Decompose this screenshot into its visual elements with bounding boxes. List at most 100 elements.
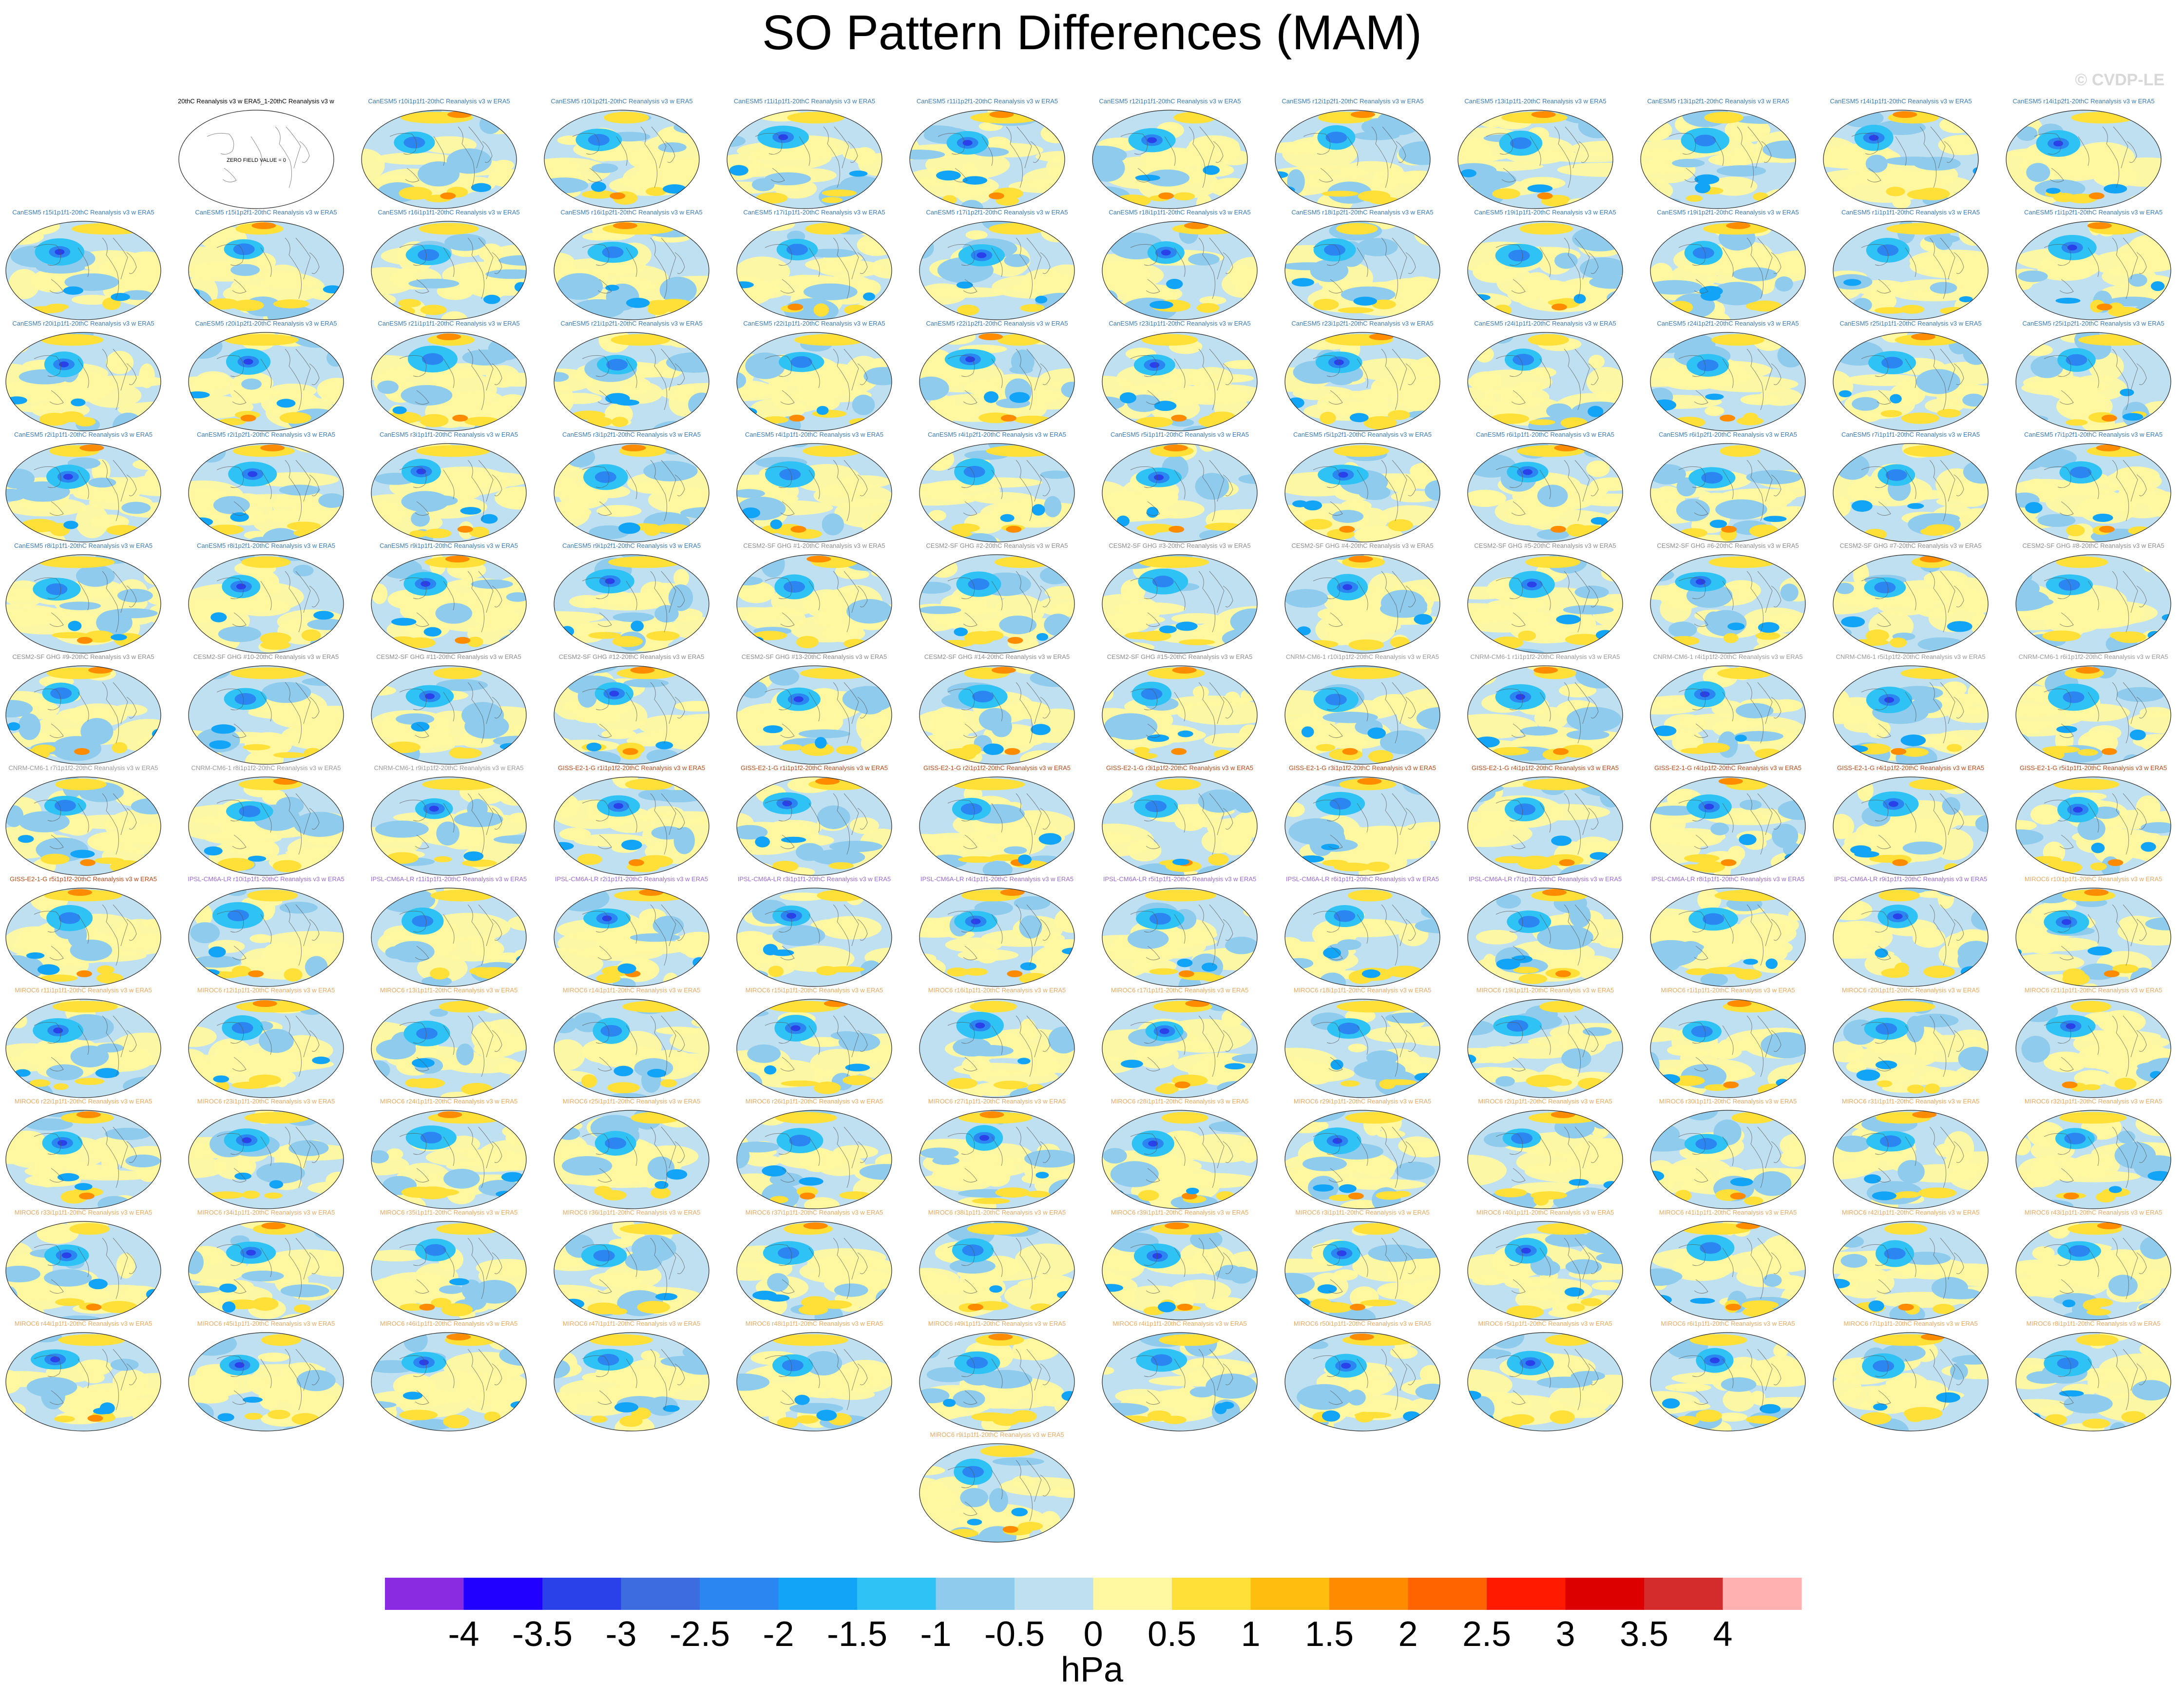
map-panel: CESM2-SF GHG #5-20thC Reanalysis v3 w ER…	[1467, 542, 1624, 654]
panel-title: CanESM5 r12i1p1f1-20thC Reanalysis v3 w …	[1099, 97, 1241, 105]
panel-map	[1102, 776, 1258, 876]
map-panel: CanESM5 r2i1p2f1-20thC Reanalysis v3 w E…	[188, 431, 345, 543]
map-panel: CanESM5 r6i1p1f1-20thC Reanalysis v3 w E…	[1467, 431, 1624, 543]
map-panel-empty: 20thC Reanalysis v3 w ERA5_1-20thC Reana…	[178, 97, 335, 210]
panel-map	[2015, 332, 2171, 431]
panel-title: MIROC6 r34i1p1f1-20thC Reanalysis v3 w E…	[197, 1209, 335, 1216]
panel-title: CESM2-SF GHG #9-20thC Reanalysis v3 w ER…	[12, 653, 154, 660]
panel-title: CanESM5 r11i1p2f1-20thC Reanalysis v3 w …	[916, 97, 1058, 105]
panel-title: CESM2-SF GHG #14-20thC Reanalysis v3 w E…	[924, 653, 1070, 660]
map-panel: MIROC6 r42i1p1f1-20thC Reanalysis v3 w E…	[1832, 1209, 1989, 1321]
map-panel: MIROC6 r4i1p1f1-20thC Reanalysis v3 w ER…	[1101, 1320, 1258, 1432]
map-panel: MIROC6 r7i1p1f1-20thC Reanalysis v3 w ER…	[1832, 1320, 1989, 1432]
panel-map	[371, 776, 527, 876]
map-panel: MIROC6 r27i1p1f1-20thC Reanalysis v3 w E…	[919, 1098, 1075, 1210]
map-panel: MIROC6 r30i1p1f1-20thC Reanalysis v3 w E…	[1649, 1098, 1806, 1210]
map-panel: MIROC6 r32i1p1f1-20thC Reanalysis v3 w E…	[2015, 1098, 2172, 1210]
panel-title: CanESM5 r15i1p2f1-20thC Reanalysis v3 w …	[195, 209, 337, 216]
panel-title: MIROC6 r24i1p1f1-20thC Reanalysis v3 w E…	[380, 1098, 518, 1105]
panel-title: CanESM5 r4i1p1f1-20thC Reanalysis v3 w E…	[745, 431, 883, 438]
panel-title: GISS-E2-1-G r2i1p1f2-20thC Reanalysis v3…	[923, 764, 1071, 772]
colorbar-swatch	[1329, 1578, 1408, 1610]
panel-title: IPSL-CM6A-LR r6i1p1f1-20thC Reanalysis v…	[1285, 875, 1439, 883]
panel-map	[2015, 888, 2171, 987]
panel-title: CanESM5 r25i1p1f1-20thC Reanalysis v3 w …	[1839, 320, 1982, 327]
panel-map	[554, 1110, 709, 1209]
panel-map	[1650, 332, 1806, 431]
panel-title: IPSL-CM6A-LR r2i1p1f1-20thC Reanalysis v…	[555, 875, 709, 883]
panel-title: MIROC6 r11i1p1f1-20thC Reanalysis v3 w E…	[15, 986, 152, 994]
map-panel: MIROC6 r29i1p1f1-20thC Reanalysis v3 w E…	[1284, 1098, 1441, 1210]
panel-map	[919, 221, 1075, 320]
panel-map	[5, 1221, 161, 1320]
colorbar-tick-label: 0	[1083, 1615, 1103, 1651]
zero-field-label: ZERO FIELD VALUE = 0	[227, 157, 286, 163]
panel-title: CanESM5 r9i1p1f1-20thC Reanalysis v3 w E…	[380, 542, 518, 549]
map-panel: MIROC6 r28i1p1f1-20thC Reanalysis v3 w E…	[1101, 1098, 1258, 1210]
panel-title: CanESM5 r14i1p1f1-20thC Reanalysis v3 w …	[1830, 97, 1972, 105]
map-panel: GISS-E2-1-G r2i1p1f2-20thC Reanalysis v3…	[919, 764, 1075, 876]
map-panel: CanESM5 r1i1p2f1-20thC Reanalysis v3 w E…	[2015, 209, 2172, 321]
colorbar-swatch	[463, 1578, 543, 1610]
map-panel: CanESM5 r2i1p1f1-20thC Reanalysis v3 w E…	[5, 431, 162, 543]
panel-map	[919, 776, 1075, 876]
map-panel: CESM2-SF GHG #6-20thC Reanalysis v3 w ER…	[1649, 542, 1806, 654]
panel-map	[1650, 776, 1806, 876]
panel-title: CanESM5 r8i1p1f1-20thC Reanalysis v3 w E…	[14, 542, 153, 549]
colorbar-swatch	[1487, 1578, 1566, 1610]
map-panel: CanESM5 r21i1p2f1-20thC Reanalysis v3 w …	[553, 320, 710, 432]
panel-map	[5, 221, 161, 320]
map-panel: CanESM5 r16i1p2f1-20thC Reanalysis v3 w …	[553, 209, 710, 321]
map-panel: CESM2-SF GHG #11-20thC Reanalysis v3 w E…	[370, 653, 527, 765]
panel-title: CESM2-SF GHG #7-20thC Reanalysis v3 w ER…	[1839, 542, 1982, 549]
map-panel: MIROC6 r3i1p1f1-20thC Reanalysis v3 w ER…	[1284, 1209, 1441, 1321]
panel-title: MIROC6 r30i1p1f1-20thC Reanalysis v3 w E…	[1659, 1098, 1797, 1105]
panel-title: MIROC6 r14i1p1f1-20thC Reanalysis v3 w E…	[562, 986, 701, 994]
panel-map	[736, 776, 892, 876]
colorbar-tick-label: 2.5	[1462, 1615, 1511, 1651]
panel-title: CanESM5 r1i1p2f1-20thC Reanalysis v3 w E…	[2024, 209, 2163, 216]
colorbar-tick-label: 3.5	[1620, 1615, 1668, 1651]
map-panel: MIROC6 r14i1p1f1-20thC Reanalysis v3 w E…	[553, 986, 710, 1099]
panel-map	[188, 776, 344, 876]
panel-title: IPSL-CM6A-LR r7i1p1f1-20thC Reanalysis v…	[1468, 875, 1622, 883]
colorbar-tick-label: 2	[1398, 1615, 1418, 1651]
panel-map	[1650, 888, 1806, 987]
panel-title: MIROC6 r42i1p1f1-20thC Reanalysis v3 w E…	[1841, 1209, 1980, 1216]
map-panel: CESM2-SF GHG #9-20thC Reanalysis v3 w ER…	[5, 653, 162, 765]
panel-map	[188, 1221, 344, 1320]
panel-map	[1102, 999, 1258, 1098]
map-panel: CanESM5 r22i1p2f1-20thC Reanalysis v3 w …	[919, 320, 1075, 432]
panel-map	[188, 665, 344, 765]
panel-title: MIROC6 r21i1p1f1-20thC Reanalysis v3 w E…	[2024, 986, 2163, 994]
panel-map	[371, 1110, 527, 1209]
map-panel: CESM2-SF GHG #12-20thC Reanalysis v3 w E…	[553, 653, 710, 765]
panel-map	[1284, 888, 1440, 987]
map-panel: MIROC6 r35i1p1f1-20thC Reanalysis v3 w E…	[370, 1209, 527, 1321]
panel-map	[1833, 1221, 1989, 1320]
panel-title: CanESM5 r6i1p2f1-20thC Reanalysis v3 w E…	[1659, 431, 1797, 438]
panel-title: MIROC6 r49i1p1f1-20thC Reanalysis v3 w E…	[928, 1320, 1066, 1327]
panel-title: CanESM5 r1i1p1f1-20thC Reanalysis v3 w E…	[1841, 209, 1980, 216]
panel-map	[736, 1332, 892, 1431]
map-panel: MIROC6 r16i1p1f1-20thC Reanalysis v3 w E…	[919, 986, 1075, 1099]
panel-map	[188, 554, 344, 654]
map-panel: MIROC6 r33i1p1f1-20thC Reanalysis v3 w E…	[5, 1209, 162, 1321]
panel-map	[1275, 110, 1431, 209]
map-panel: CNRM-CM6-1 r7i1p1f2-20thC Reanalysis v3 …	[5, 764, 162, 876]
panel-title: GISS-E2-1-G r5i1p1f1-20thC Reanalysis v3…	[2019, 764, 2167, 772]
panel-map	[1467, 443, 1623, 542]
panel-title: MIROC6 r3i1p1f1-20thC Reanalysis v3 w ER…	[1295, 1209, 1430, 1216]
colorbar-swatch	[621, 1578, 700, 1610]
map-panel: CNRM-CM6-1 r1i1p1f2-20thC Reanalysis v3 …	[1467, 653, 1624, 765]
panel-title: MIROC6 r26i1p1f1-20thC Reanalysis v3 w E…	[745, 1098, 883, 1105]
panel-map	[5, 776, 161, 876]
panel-map	[1467, 1110, 1623, 1209]
panel-map	[1650, 999, 1806, 1098]
map-panel: CESM2-SF GHG #8-20thC Reanalysis v3 w ER…	[2015, 542, 2172, 654]
panel-title: CanESM5 r20i1p2f1-20thC Reanalysis v3 w …	[195, 320, 337, 327]
panel-title: 20thC Reanalysis v3 w ERA5_1-20thC Reana…	[178, 97, 335, 105]
map-panel: MIROC6 r13i1p1f1-20thC Reanalysis v3 w E…	[370, 986, 527, 1099]
map-panel: CanESM5 r17i1p1f1-20thC Reanalysis v3 w …	[736, 209, 893, 321]
panel-title: CanESM5 r21i1p2f1-20thC Reanalysis v3 w …	[560, 320, 703, 327]
